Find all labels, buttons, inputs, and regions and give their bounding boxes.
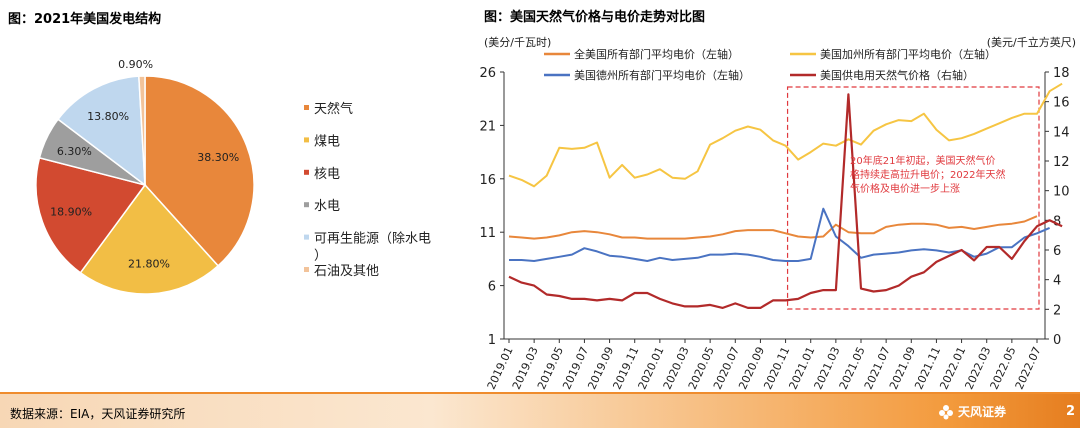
flower-logo-icon: [939, 404, 953, 419]
legend-label: 美国加州所有部门平均电价（左轴）: [820, 47, 996, 61]
legend-swatch: [304, 137, 309, 143]
right-axis-unit: (美元/千立方英尺): [987, 35, 1076, 49]
left-tick-label: 1: [488, 333, 496, 348]
left-tick-label: 26: [479, 66, 496, 81]
right-tick-label: 10: [1053, 185, 1070, 200]
series-line: [508, 93, 1063, 309]
footer-divider: [0, 392, 1080, 394]
pie-slice: [138, 75, 146, 186]
company-logo: 天风证券: [938, 403, 1006, 420]
legend-label: 石油及其他: [314, 264, 379, 279]
legend-label: 全美国所有部门平均电价（左轴）: [574, 47, 739, 61]
line-chart: (美分/千瓦时) (美元/千立方英尺)1611162126024681012141…: [479, 35, 1076, 392]
pie-chart: 38.30% 21.80% 18.90% 6.30% 13.80% 0.90% 天然气煤电核…: [35, 58, 431, 295]
legend-label: 美国德州所有部门平均电价（左轴）: [574, 68, 750, 82]
source-note: 数据来源：EIA，天风证券研究所: [10, 407, 186, 421]
pie-slice: [35, 156, 147, 274]
legend-label: 煤电: [314, 134, 340, 149]
left-axis-unit: (美分/千瓦时): [484, 36, 551, 49]
series-line: [508, 82, 1063, 188]
chart-annotation: 20年底21年初起，美国天然气价格持续走高拉升电价；2022年天然气价格及电价进…: [850, 154, 1005, 195]
right-tick-label: 14: [1053, 125, 1070, 140]
right-tick-label: 12: [1053, 155, 1070, 170]
legend-swatch: [304, 234, 309, 240]
series-line: [508, 215, 1038, 240]
right-tick-label: 0: [1053, 333, 1061, 348]
pie-data-label: 38.30%: [197, 151, 239, 164]
legend-swatch: [304, 202, 309, 208]
right-tick-label: 8: [1053, 214, 1061, 229]
legend-label: 水电: [314, 199, 340, 214]
left-tick-label: 21: [479, 119, 496, 134]
legend-label: 天然气: [314, 101, 353, 117]
right-tick-label: 6: [1053, 244, 1061, 259]
pie-chart-title: 图：2021年美国发电结构: [8, 12, 162, 27]
legend-label: 核电: [314, 167, 340, 182]
left-tick-label: 6: [488, 280, 496, 295]
legend-label: 美国供电用天然气价格（右轴）: [820, 68, 974, 82]
right-tick-label: 18: [1053, 66, 1070, 81]
left-tick-label: 11: [479, 226, 496, 241]
pie-data-label: 13.80%: [87, 110, 129, 123]
legend-swatch: [304, 105, 309, 110]
pie-slice: [144, 75, 255, 267]
legend-swatch: [304, 169, 309, 175]
line-chart-title: 图：美国天然气价格与电价走势对比图: [484, 10, 706, 25]
right-tick-label: 2: [1053, 303, 1061, 318]
pie-data-label: 6.30%: [57, 145, 92, 158]
legend-swatch: [304, 267, 309, 272]
page-number: 2: [1066, 404, 1076, 419]
pie-slice: [56, 75, 146, 187]
logo-text: 天风证券: [958, 405, 1007, 419]
pie-data-label: 21.80%: [128, 257, 170, 270]
pie-data-label: 0.90%: [118, 58, 153, 71]
right-tick-label: 4: [1053, 274, 1061, 289]
right-tick-label: 16: [1053, 96, 1070, 111]
pie-slice: [79, 183, 220, 295]
highlight-box: [786, 86, 1040, 310]
legend-label: 可再生能源（除水电）: [314, 232, 431, 264]
pie-data-label: 18.90%: [50, 205, 92, 218]
series-line: [509, 207, 1050, 262]
footer-bar: [0, 394, 1080, 428]
left-tick-label: 16: [479, 173, 496, 188]
